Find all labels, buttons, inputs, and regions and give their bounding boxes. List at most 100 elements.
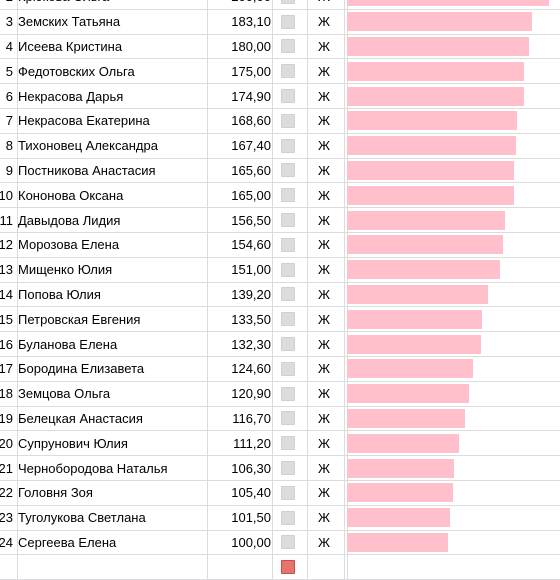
checkbox[interactable] bbox=[281, 213, 295, 228]
checkbox[interactable] bbox=[281, 262, 295, 277]
table-row[interactable]: 16 Буланова Елена 132,30 Ж bbox=[0, 332, 560, 357]
checkbox[interactable] bbox=[281, 163, 295, 178]
name-cell[interactable]: Туголукова Светлана bbox=[18, 510, 146, 526]
row-number-cell[interactable]: 2 bbox=[0, 0, 14, 9]
checkbox-cell[interactable] bbox=[278, 35, 298, 59]
name-cell[interactable]: Супрунович Юлия bbox=[18, 435, 128, 451]
score-cell[interactable]: 100,00 bbox=[231, 534, 271, 550]
bar-cell[interactable] bbox=[347, 382, 560, 406]
bar-cell[interactable] bbox=[347, 109, 560, 133]
checkbox-cell[interactable] bbox=[278, 233, 298, 257]
bar-cell[interactable] bbox=[347, 506, 560, 530]
table-row[interactable] bbox=[0, 555, 560, 580]
name-cell[interactable]: Давыдова Лидия bbox=[18, 212, 121, 228]
checkbox-cell[interactable] bbox=[278, 10, 298, 34]
row-number-cell[interactable]: 22 bbox=[0, 485, 13, 501]
gender-cell[interactable]: Ж bbox=[318, 460, 331, 476]
gender-cell[interactable]: Ж bbox=[318, 212, 331, 228]
row-number-cell[interactable]: 3 bbox=[5, 14, 13, 30]
score-cell[interactable]: 183,10 bbox=[231, 14, 271, 30]
row-number-cell[interactable]: 17 bbox=[0, 361, 13, 377]
score-cell[interactable]: 165,00 bbox=[231, 187, 271, 203]
bar-cell[interactable] bbox=[347, 531, 560, 555]
checkbox-cell[interactable] bbox=[278, 332, 298, 356]
checkbox-cell[interactable] bbox=[278, 183, 298, 207]
name-cell[interactable]: Буланова Елена bbox=[18, 336, 118, 352]
bar-cell[interactable] bbox=[347, 456, 560, 480]
row-number-cell[interactable]: 24 bbox=[0, 534, 13, 550]
name-cell[interactable]: Земских Татьяна bbox=[18, 14, 121, 30]
row-number-cell[interactable]: 15 bbox=[0, 311, 13, 327]
gender-cell[interactable]: Ж bbox=[318, 237, 331, 253]
score-cell[interactable]: 133,50 bbox=[231, 311, 271, 327]
score-cell[interactable] bbox=[207, 555, 272, 579]
gender-cell[interactable]: Ж bbox=[318, 262, 331, 278]
gender-cell[interactable]: Ж bbox=[318, 361, 331, 377]
gender-cell[interactable]: Ж bbox=[318, 386, 331, 402]
name-cell[interactable]: Земцова Ольга bbox=[18, 386, 111, 402]
score-cell[interactable]: 106,30 bbox=[231, 460, 271, 476]
row-number-cell[interactable]: 7 bbox=[5, 113, 13, 129]
score-cell[interactable]: 167,40 bbox=[231, 138, 271, 154]
name-cell[interactable]: Федотовских Ольга bbox=[18, 63, 135, 79]
checkbox[interactable] bbox=[281, 0, 295, 4]
checkbox[interactable] bbox=[281, 560, 295, 575]
row-number-cell[interactable]: 10 bbox=[0, 187, 13, 203]
checkbox[interactable] bbox=[281, 436, 295, 451]
score-cell[interactable]: 180,00 bbox=[231, 38, 271, 54]
bar-cell[interactable] bbox=[347, 35, 560, 59]
gender-cell[interactable]: Ж bbox=[318, 88, 331, 104]
name-cell[interactable]: Некрасова Екатерина bbox=[18, 113, 150, 129]
checkbox-cell[interactable] bbox=[278, 506, 298, 530]
gender-cell[interactable]: Ж bbox=[318, 138, 331, 154]
checkbox[interactable] bbox=[281, 510, 295, 525]
gender-cell[interactable]: Ж bbox=[318, 435, 331, 451]
name-cell[interactable]: Исеева Кристина bbox=[18, 38, 123, 54]
gender-cell[interactable]: Ж bbox=[318, 336, 331, 352]
score-cell[interactable]: 168,60 bbox=[231, 113, 271, 129]
row-number-cell[interactable]: 8 bbox=[5, 138, 13, 154]
bar-cell[interactable] bbox=[347, 283, 560, 307]
table-row[interactable]: 22 Головня Зоя 105,40 Ж bbox=[0, 481, 560, 506]
checkbox[interactable] bbox=[281, 535, 295, 550]
checkbox[interactable] bbox=[281, 485, 295, 500]
table-row[interactable]: 8 Тихоновец Александра 167,40 Ж bbox=[0, 134, 560, 159]
checkbox[interactable] bbox=[281, 39, 295, 54]
checkbox-cell[interactable] bbox=[278, 531, 298, 555]
table-row[interactable]: 17 Бородина Елизавета 124,60 Ж bbox=[0, 357, 560, 382]
gender-cell[interactable]: Ж bbox=[318, 0, 338, 9]
checkbox-cell[interactable] bbox=[278, 407, 298, 431]
score-cell[interactable]: 165,60 bbox=[231, 162, 271, 178]
name-cell[interactable]: Кононова Оксана bbox=[18, 187, 124, 203]
score-cell[interactable]: 151,00 bbox=[231, 262, 271, 278]
score-cell[interactable]: 175,00 bbox=[231, 63, 271, 79]
table-row[interactable]: 11 Давыдова Лидия 156,50 Ж bbox=[0, 208, 560, 233]
score-cell[interactable]: 156,50 bbox=[231, 212, 271, 228]
row-number-cell[interactable]: 4 bbox=[5, 38, 13, 54]
name-cell[interactable]: Головня Зоя bbox=[18, 485, 93, 501]
table-row[interactable]: 14 Попова Юлия 139,20 Ж bbox=[0, 283, 560, 308]
bar-cell[interactable] bbox=[347, 357, 560, 381]
row-number-cell[interactable]: 11 bbox=[0, 212, 13, 228]
name-cell[interactable]: Тихоновец Александра bbox=[18, 138, 158, 154]
checkbox[interactable] bbox=[281, 312, 295, 327]
gender-cell[interactable]: Ж bbox=[318, 162, 331, 178]
table-row[interactable]: 21 Чернобородова Наталья 106,30 Ж bbox=[0, 456, 560, 481]
score-cell[interactable]: 101,50 bbox=[231, 510, 271, 526]
table-row[interactable]: 23 Туголукова Светлана 101,50 Ж bbox=[0, 506, 560, 531]
checkbox-cell[interactable] bbox=[278, 59, 298, 83]
row-number-cell[interactable]: 23 bbox=[0, 510, 13, 526]
table-row[interactable]: 10 Кононова Оксана 165,00 Ж bbox=[0, 183, 560, 209]
checkbox[interactable] bbox=[281, 411, 295, 426]
table-row[interactable]: 18 Земцова Ольга 120,90 Ж bbox=[0, 382, 560, 407]
gender-cell[interactable]: Ж bbox=[318, 63, 331, 79]
row-number-cell[interactable]: 5 bbox=[5, 63, 13, 79]
score-cell[interactable]: 120,90 bbox=[231, 386, 271, 402]
checkbox[interactable] bbox=[281, 89, 295, 104]
checkbox-cell[interactable] bbox=[278, 357, 298, 381]
table-row[interactable]: 24 Сергеева Елена 100,00 Ж bbox=[0, 531, 560, 556]
row-number-cell[interactable]: 21 bbox=[0, 460, 13, 476]
gender-cell[interactable]: Ж bbox=[318, 510, 331, 526]
name-cell[interactable]: Сергеева Елена bbox=[18, 534, 117, 550]
checkbox-cell[interactable] bbox=[278, 307, 298, 331]
